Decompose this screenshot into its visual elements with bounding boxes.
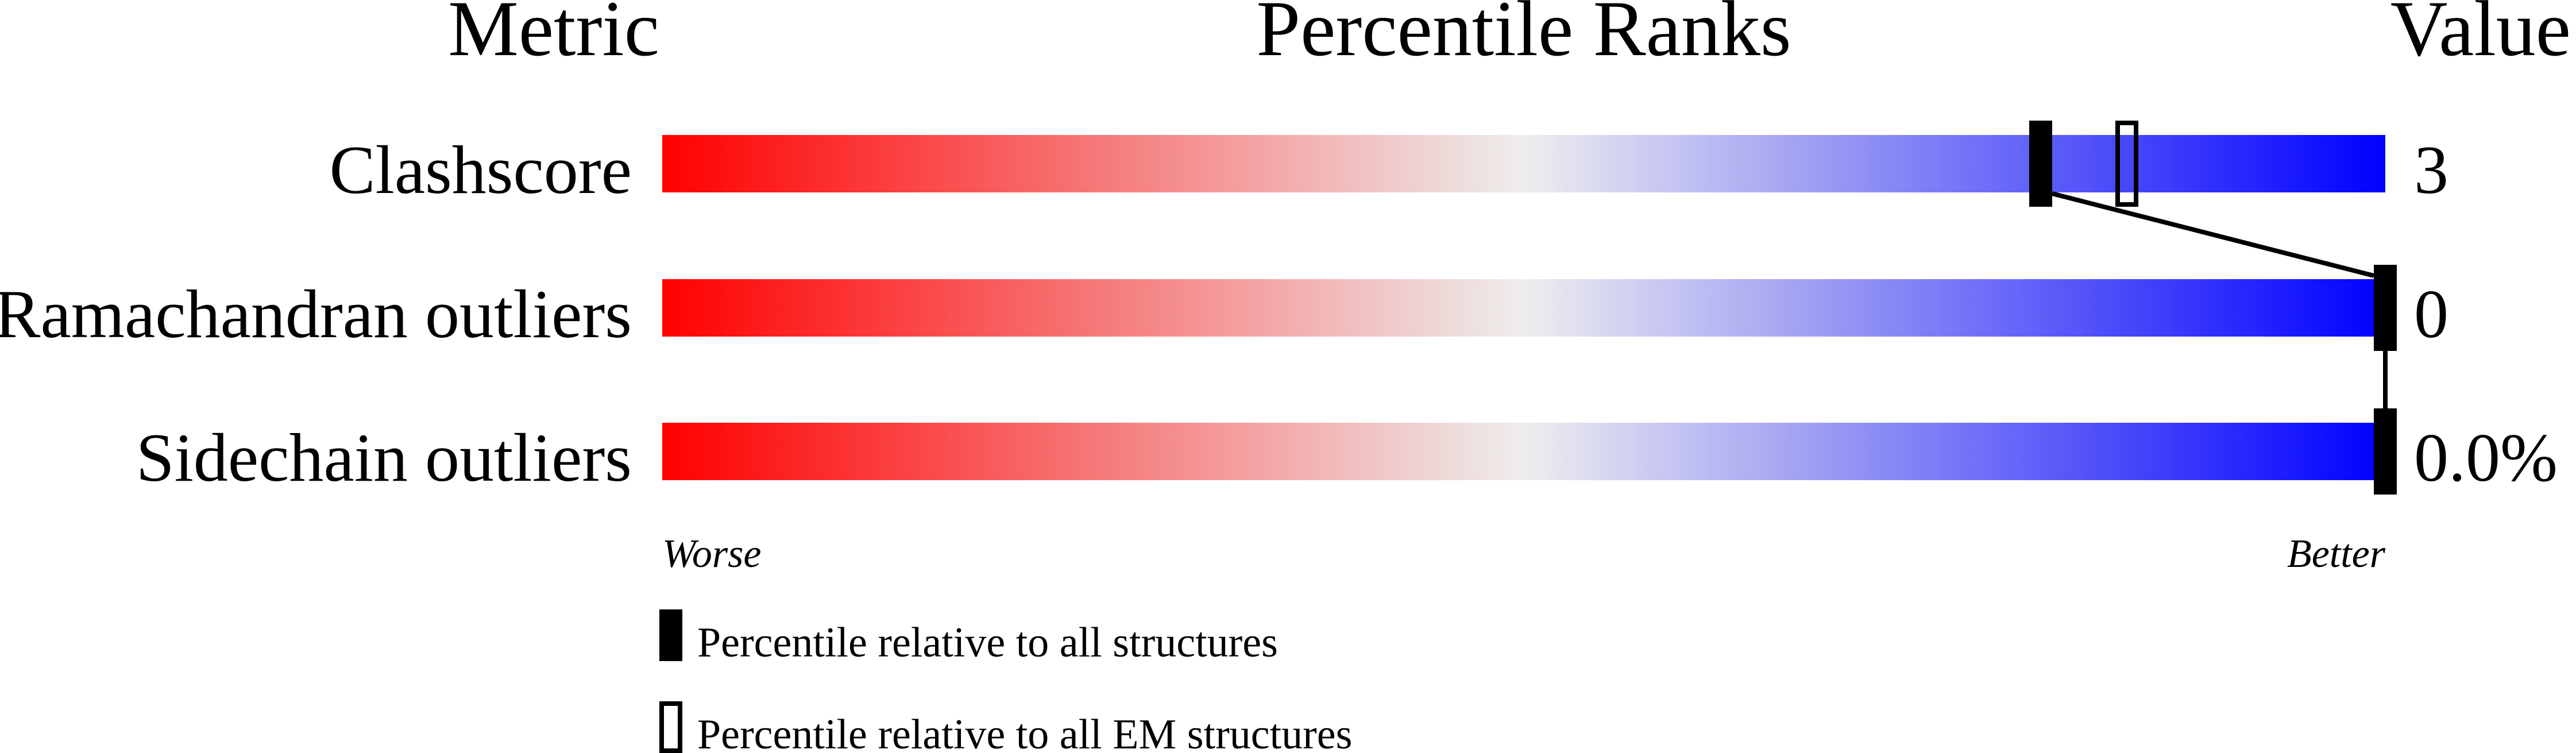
- percentile-gradient-bar: [662, 135, 2385, 192]
- header-percentile-ranks: Percentile Ranks: [1256, 0, 1791, 72]
- all-percentile-marker: [2029, 121, 2052, 207]
- metric-label: Sidechain outliers: [136, 419, 632, 496]
- axis-worse-label: Worse: [662, 532, 761, 576]
- percentile-gradient-bar: [662, 279, 2385, 337]
- legend-outline-marker: [659, 701, 682, 753]
- metric-row: Sidechain outliers 0.0%: [136, 419, 2558, 496]
- metric-label: Clashscore: [329, 132, 632, 208]
- metric-value: 0: [2414, 276, 2448, 352]
- legend-all-structures-label: Percentile relative to all structures: [697, 619, 1278, 666]
- header-metric: Metric: [448, 0, 659, 72]
- percentile-gradient-bar: [662, 423, 2385, 480]
- header-value: Value: [2390, 0, 2571, 72]
- all-percentile-marker: [2374, 408, 2397, 495]
- metric-label: Ramachandran outliers: [0, 276, 632, 352]
- percentile-connector-line: [2052, 191, 2374, 278]
- metric-value: 3: [2414, 132, 2448, 208]
- em-percentile-marker: [2115, 121, 2138, 207]
- metric-value: 0.0%: [2414, 419, 2558, 496]
- metric-row: Ramachandran outliers 0: [0, 276, 2448, 352]
- metric-row: Clashscore 3: [329, 132, 2448, 208]
- legend-filled-marker: [659, 609, 682, 661]
- axis-better-label: Better: [2287, 532, 2386, 576]
- legend-em-structures-label: Percentile relative to all EM structures: [697, 711, 1352, 753]
- all-percentile-marker: [2374, 265, 2397, 351]
